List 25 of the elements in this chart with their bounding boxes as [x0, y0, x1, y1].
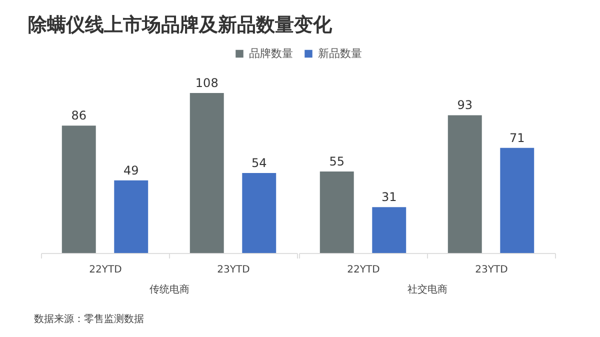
bar: [500, 148, 534, 253]
bar: [372, 207, 406, 253]
bar: [448, 115, 482, 253]
bar: [114, 180, 148, 253]
x-tick-label: 23YTD: [475, 264, 508, 276]
data-label: 49: [123, 163, 139, 178]
data-label: 55: [329, 154, 345, 169]
data-label: 71: [509, 130, 525, 145]
data-label: 93: [457, 98, 473, 112]
data-label: 31: [381, 190, 397, 204]
chart-title: 除螨仪线上市场品牌及新品数量变化: [28, 13, 332, 38]
source-note: 数据来源：零售监测数据: [34, 312, 144, 326]
legend-label: 品牌数量: [249, 46, 293, 60]
bar: [190, 93, 224, 253]
x-tick-label: 22YTD: [89, 264, 122, 276]
data-label: 86: [71, 108, 87, 123]
data-label: 108: [195, 76, 218, 90]
bar: [62, 126, 96, 253]
x-axis-title: 传统电商: [150, 284, 190, 296]
x-tick-label: 23YTD: [217, 264, 250, 276]
x-tick-label: 22YTD: [347, 264, 380, 276]
x-axis-title: 社交电商: [408, 284, 448, 296]
bar: [320, 172, 354, 253]
data-label: 54: [251, 156, 267, 170]
bar: [242, 173, 276, 253]
